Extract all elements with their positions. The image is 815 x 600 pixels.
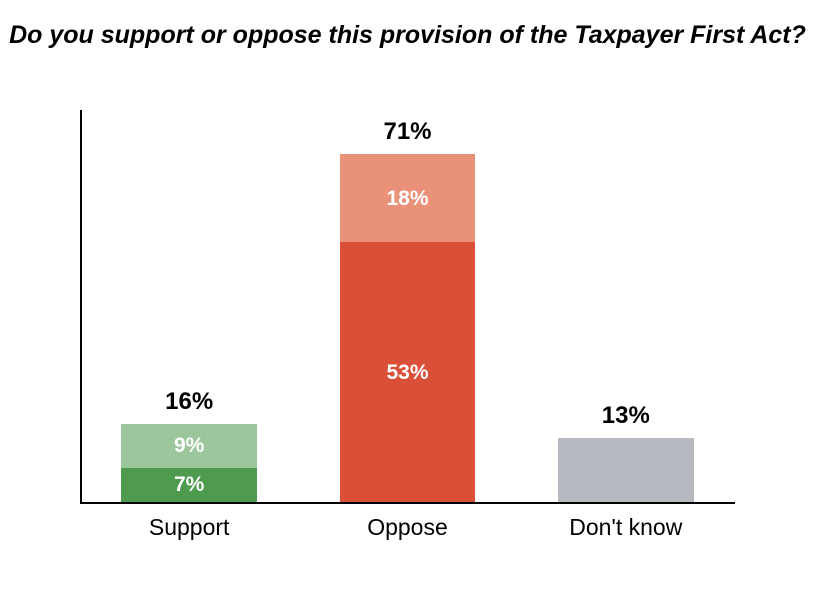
bar-group-dont-know: 13% (558, 438, 693, 502)
category-label: Support (80, 514, 298, 541)
y-axis (80, 110, 82, 502)
bar-segment: 7% (121, 468, 256, 502)
category-label: Oppose (298, 514, 516, 541)
total-label: 71% (340, 118, 475, 146)
category-label: Don't know (517, 514, 735, 541)
bar-group-oppose: 71% 53% 18% (340, 154, 475, 502)
bar-segment: 18% (340, 154, 475, 242)
x-axis (80, 502, 735, 504)
segment-label: 18% (340, 188, 475, 209)
segment-label: 9% (121, 435, 256, 456)
plot-area: 16% 7% 9% 71% 53% 18% (80, 110, 735, 502)
bar-group-support: 16% 7% 9% (121, 424, 256, 502)
chart-container: Do you support or oppose this provision … (0, 0, 815, 600)
bar-segment: 53% (340, 242, 475, 502)
segment-label: 7% (121, 474, 256, 495)
chart-title: Do you support or oppose this provision … (0, 20, 815, 51)
bar-segment: 9% (121, 424, 256, 468)
segment-label: 53% (340, 362, 475, 383)
total-label: 16% (121, 388, 256, 416)
total-label: 13% (558, 402, 693, 430)
bar-segment (558, 438, 693, 502)
